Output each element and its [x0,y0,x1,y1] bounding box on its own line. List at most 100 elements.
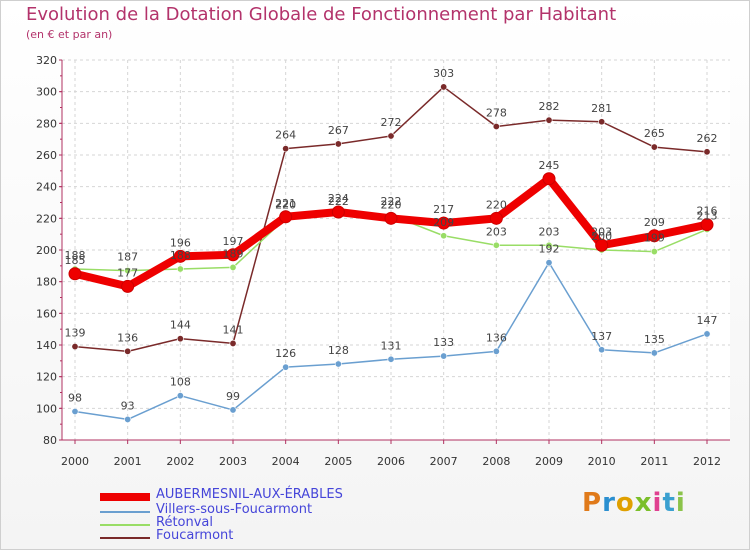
data-label-foucarmont: 265 [644,127,665,140]
data-point-aubermesnil-aux-rables [647,229,661,243]
data-label-aubermesnil-aux-rables: 185 [65,254,86,267]
data-point-villers-sous-foucarmont [703,330,711,338]
data-label-foucarmont: 141 [223,323,244,336]
data-point-villers-sous-foucarmont [387,355,395,363]
x-tick-label: 2010 [588,455,616,468]
data-label-foucarmont: 139 [65,327,86,340]
data-label-foucarmont: 144 [170,319,191,332]
data-point-villers-sous-foucarmont [229,406,237,414]
data-point-villers-sous-foucarmont [598,346,606,354]
x-tick-label: 2004 [272,455,300,468]
data-point-foucarmont [176,335,184,343]
data-label-foucarmont: 272 [381,116,402,129]
y-tick-label: 200 [36,244,57,257]
data-label-r-tonval: 199 [644,232,665,245]
chart-subtitle: (en € et par an) [26,28,113,41]
data-label-r-tonval: 220 [275,198,296,211]
data-point-aubermesnil-aux-rables [384,211,398,225]
data-label-villers-sous-foucarmont: 133 [433,336,454,349]
data-label-villers-sous-foucarmont: 135 [644,333,665,346]
data-point-r-tonval [229,263,237,271]
data-point-aubermesnil-aux-rables [437,216,451,230]
logo-letter: i [675,488,686,518]
data-label-r-tonval: 188 [170,249,191,262]
data-label-foucarmont: 278 [486,107,507,120]
y-tick-label: 140 [36,339,57,352]
data-point-foucarmont [124,347,132,355]
data-label-foucarmont: 303 [433,67,454,80]
data-point-r-tonval [124,267,132,275]
legend-swatch-retonval [100,524,150,526]
data-point-aubermesnil-aux-rables [68,267,82,281]
data-label-villers-sous-foucarmont: 93 [121,399,135,412]
data-label-r-tonval: 203 [486,225,507,238]
y-tick-label: 100 [36,402,57,415]
data-label-villers-sous-foucarmont: 98 [68,392,82,405]
data-label-villers-sous-foucarmont: 131 [381,339,402,352]
data-label-aubermesnil-aux-rables: 209 [644,216,665,229]
data-point-r-tonval [492,241,500,249]
data-label-r-tonval: 222 [328,195,349,208]
data-point-foucarmont [703,148,711,156]
legend-label-retonval: Rétonval [156,515,214,530]
data-point-foucarmont [440,83,448,91]
data-label-foucarmont: 267 [328,124,349,137]
data-label-villers-sous-foucarmont: 147 [697,314,718,327]
data-point-aubermesnil-aux-rables [279,210,293,224]
data-label-villers-sous-foucarmont: 99 [226,390,240,403]
data-point-foucarmont [650,143,658,151]
legend-swatch-foucarmont [100,537,150,539]
data-point-aubermesnil-aux-rables [121,279,135,293]
data-point-foucarmont [598,118,606,126]
data-label-villers-sous-foucarmont: 137 [591,330,612,343]
logo-letter: x [634,488,653,518]
x-tick-label: 2005 [324,455,352,468]
data-label-r-tonval: 200 [591,230,612,243]
legend-label-foucarmont: Foucarmont [156,528,234,543]
data-label-villers-sous-foucarmont: 192 [539,243,560,256]
y-tick-label: 240 [36,181,57,194]
data-label-aubermesnil-aux-rables: 197 [223,235,244,248]
data-point-foucarmont [387,132,395,140]
data-label-r-tonval: 189 [223,247,244,260]
data-point-foucarmont [334,140,342,148]
data-point-aubermesnil-aux-rables [173,249,187,263]
data-label-aubermesnil-aux-rables: 245 [539,159,560,172]
logo-letter: P [582,488,603,518]
legend-label-villers: Villers-sous-Foucarmont [156,502,313,517]
data-point-aubermesnil-aux-rables [489,211,503,225]
data-point-villers-sous-foucarmont [124,415,132,423]
data-point-r-tonval [440,232,448,240]
y-tick-label: 80 [43,434,57,447]
data-label-r-tonval: 188 [65,249,86,262]
data-label-r-tonval: 209 [433,216,454,229]
data-point-villers-sous-foucarmont [71,407,79,415]
data-label-villers-sous-foucarmont: 136 [486,331,507,344]
data-label-villers-sous-foucarmont: 128 [328,344,349,357]
data-point-r-tonval [650,248,658,256]
data-point-foucarmont [492,123,500,131]
data-point-aubermesnil-aux-rables [595,238,609,252]
x-tick-label: 2008 [482,455,510,468]
data-point-villers-sous-foucarmont [492,347,500,355]
chart-title: Evolution de la Dotation Globale de Fonc… [26,4,617,25]
data-label-r-tonval: 187 [117,251,138,264]
data-label-r-tonval: 213 [697,209,718,222]
data-label-r-tonval: 203 [539,225,560,238]
data-point-villers-sous-foucarmont [334,360,342,368]
data-label-aubermesnil-aux-rables: 224 [328,192,349,205]
data-point-aubermesnil-aux-rables [700,218,714,232]
legend-swatch-aubermesnil [100,493,150,501]
data-label-villers-sous-foucarmont: 126 [275,347,296,360]
data-label-foucarmont: 264 [275,129,296,142]
legend-swatch-villers [100,511,150,513]
logo-letter: r [602,488,616,518]
data-point-villers-sous-foucarmont [545,259,553,267]
y-tick-label: 300 [36,86,57,99]
data-point-r-tonval [176,265,184,273]
y-tick-label: 260 [36,149,57,162]
y-tick-label: 280 [36,117,57,130]
logo-letter: t [662,488,676,518]
y-tick-label: 220 [36,212,57,225]
